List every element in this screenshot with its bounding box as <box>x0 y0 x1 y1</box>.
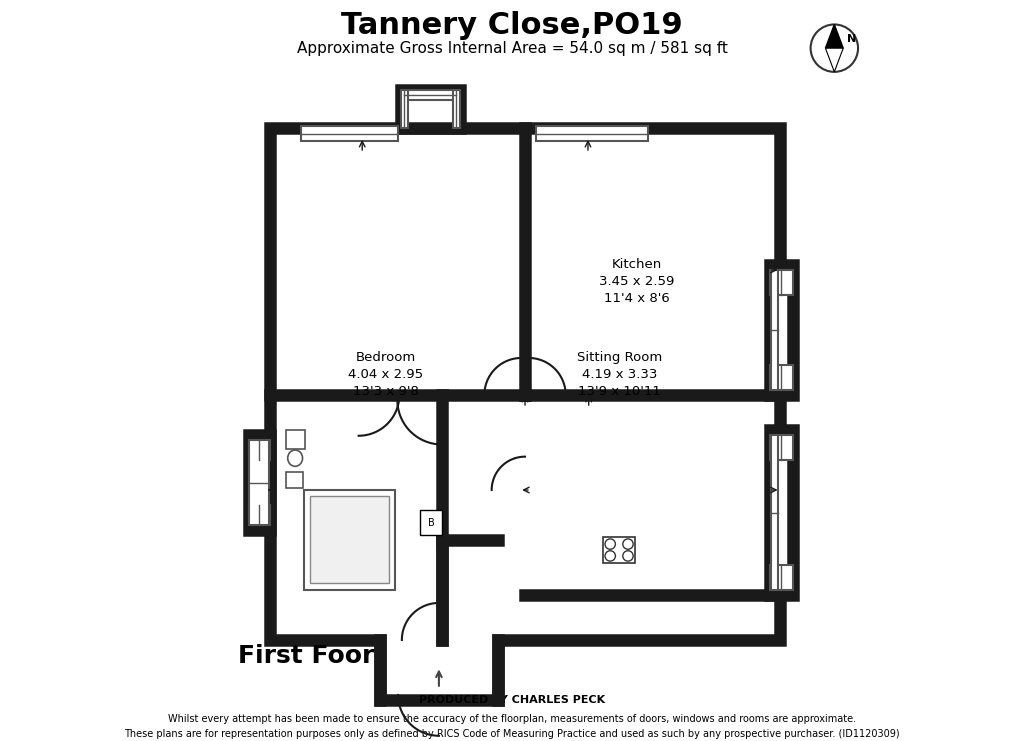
Text: N: N <box>847 34 856 44</box>
Bar <box>771 435 778 590</box>
Bar <box>770 365 793 390</box>
Bar <box>304 490 395 590</box>
Text: These plans are for representation purposes only as defined by RICS Code of Meas: These plans are for representation purpo… <box>124 728 900 739</box>
Bar <box>453 90 460 128</box>
Circle shape <box>605 539 615 549</box>
Bar <box>404 90 457 100</box>
Polygon shape <box>770 265 793 395</box>
Polygon shape <box>825 24 843 48</box>
Text: Bedroom
4.04 x 2.95
13'3 x 9'8: Bedroom 4.04 x 2.95 13'3 x 9'8 <box>348 350 424 398</box>
Circle shape <box>605 551 615 561</box>
Text: First Foor: First Foor <box>238 644 374 668</box>
Bar <box>310 496 389 582</box>
Text: Approximate Gross Internal Area = 54.0 sq m / 581 sq ft: Approximate Gross Internal Area = 54.0 s… <box>297 41 727 56</box>
Text: Kitchen
3.45 x 2.59
11'4 x 8'6: Kitchen 3.45 x 2.59 11'4 x 8'6 <box>599 258 674 305</box>
Bar <box>770 270 793 295</box>
Bar <box>536 126 648 141</box>
Bar <box>249 440 269 525</box>
Text: Tannery Close,PO19: Tannery Close,PO19 <box>341 11 683 41</box>
Bar <box>771 270 778 390</box>
Bar <box>770 435 793 460</box>
Circle shape <box>623 539 633 549</box>
Text: Whilst every attempt has been made to ensure the accuracy of the floorplan, meas: Whilst every attempt has been made to en… <box>168 714 856 724</box>
Bar <box>249 505 270 525</box>
Polygon shape <box>249 435 270 530</box>
Text: B: B <box>428 518 434 528</box>
Circle shape <box>811 24 858 72</box>
Circle shape <box>623 551 633 561</box>
Bar <box>603 536 636 563</box>
Bar <box>249 440 270 460</box>
Bar <box>400 90 408 128</box>
Ellipse shape <box>288 450 302 466</box>
Polygon shape <box>770 430 793 595</box>
Polygon shape <box>270 128 780 700</box>
Polygon shape <box>400 90 460 128</box>
Bar <box>287 430 305 448</box>
Polygon shape <box>825 48 843 72</box>
Text: PRODUCED BY CHARLES PECK: PRODUCED BY CHARLES PECK <box>419 695 605 705</box>
Bar <box>420 510 441 535</box>
Bar <box>287 472 302 488</box>
Text: Sitting Room
4.19 x 3.33
13'9 x 10'11: Sitting Room 4.19 x 3.33 13'9 x 10'11 <box>577 350 663 398</box>
Bar <box>301 126 398 141</box>
Bar <box>770 565 793 590</box>
